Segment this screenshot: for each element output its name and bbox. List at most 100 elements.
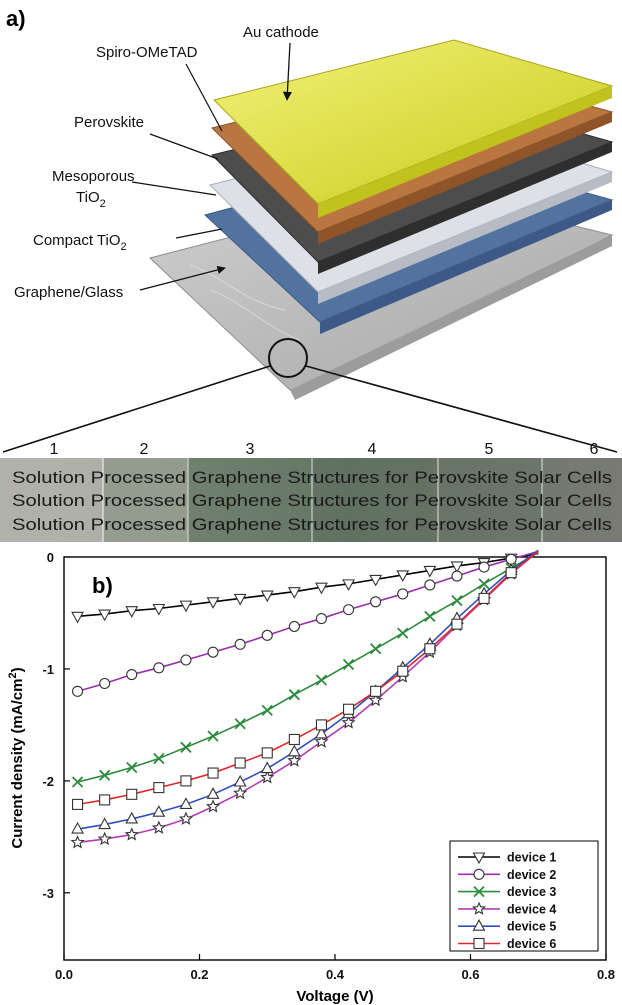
data-point [287, 753, 302, 767]
strip-text-line-1: Solution Processed Graphene Structures f… [12, 468, 612, 487]
data-point [315, 726, 328, 739]
legend-entry: device 3 [458, 885, 556, 899]
data-point [234, 757, 246, 769]
legend-marker [472, 919, 486, 931]
data-point [233, 785, 248, 800]
data-point [341, 715, 356, 729]
data-point [178, 811, 194, 825]
legend-label: device 4 [507, 902, 556, 916]
transparency-strip [0, 458, 622, 542]
data-point [99, 677, 111, 690]
strip-text-line-2: Solution Processed Graphene Structures f… [12, 491, 612, 510]
series-6 [72, 550, 539, 810]
data-point [397, 588, 409, 600]
data-point [342, 658, 355, 671]
data-point [315, 719, 328, 731]
data-point [180, 741, 192, 753]
series-1 [71, 552, 539, 624]
magnifier-circle [268, 338, 308, 378]
data-point [369, 574, 383, 587]
legend-marker [471, 901, 487, 915]
data-point [478, 578, 490, 590]
legend-label: device 6 [507, 937, 556, 951]
legend-marker [473, 937, 485, 950]
legend-label: device 3 [507, 885, 556, 899]
data-point [207, 646, 219, 658]
data-point [451, 595, 463, 607]
legend-label: device 5 [507, 920, 556, 934]
data-point [370, 596, 382, 608]
data-point [153, 782, 165, 794]
data-point [315, 582, 328, 595]
x-tick-label: 0.6 [461, 967, 479, 982]
data-point [505, 553, 517, 565]
data-point [287, 587, 301, 599]
legend-marker [473, 885, 485, 898]
data-point [125, 606, 139, 618]
data-point [261, 629, 273, 641]
data-point [478, 561, 490, 573]
legend-entry: device 6 [458, 937, 556, 951]
strip-numbers: 1 2 3 4 5 6 [50, 441, 599, 458]
legend-entry: device 2 [458, 868, 556, 882]
legend-marker [473, 868, 485, 880]
data-point [97, 831, 112, 846]
data-point [98, 817, 112, 830]
y-tick-label: 0 [47, 550, 54, 565]
data-point [315, 613, 328, 625]
strip-number-3: 3 [246, 441, 255, 458]
data-point [206, 787, 220, 799]
data-point [424, 579, 436, 591]
data-point [261, 747, 273, 759]
strip-number-6: 6 [590, 441, 599, 458]
strip-number-4: 4 [368, 441, 377, 458]
data-point [342, 703, 355, 715]
data-point [396, 570, 410, 583]
label-mesoporous: Mesoporous [52, 168, 135, 185]
label-spiro-ometad: Spiro-OMeTAD [96, 44, 198, 61]
data-point [370, 685, 382, 697]
data-point [451, 570, 463, 582]
label-perovskite: Perovskite [74, 114, 144, 131]
data-point [261, 704, 273, 717]
data-point [397, 627, 409, 639]
series-line [77, 551, 539, 783]
data-point [71, 821, 84, 834]
x-axis-label: Voltage (V) [296, 988, 373, 1005]
data-point [368, 692, 383, 707]
legend-label: device 2 [507, 868, 556, 882]
data-point [180, 775, 192, 787]
data-point [315, 674, 328, 686]
data-point [451, 618, 463, 630]
data-point [72, 685, 84, 697]
data-point [206, 597, 220, 609]
data-point [450, 561, 464, 574]
series-line [77, 552, 539, 618]
data-point [478, 592, 490, 604]
jv-chart: b) 0.0 0.2 0.4 0.6 0.8 0 -1 -2 -3 Voltage (V) Cu… [7, 549, 615, 1005]
data-point [153, 662, 165, 674]
data-point [179, 600, 193, 613]
strip-number-2: 2 [140, 441, 149, 458]
data-point [125, 811, 139, 824]
data-point [124, 827, 139, 841]
data-point [234, 718, 246, 730]
data-point [152, 805, 166, 817]
data-point [98, 609, 112, 622]
data-point [288, 620, 300, 632]
x-tick-label: 0.8 [597, 967, 615, 982]
label-mesoporous-tio2: TiO2 [76, 189, 106, 210]
data-point [288, 733, 300, 746]
strip-number-1: 1 [50, 441, 59, 458]
y-tick-label: -3 [42, 886, 54, 901]
data-point [260, 590, 274, 603]
data-point [126, 761, 138, 774]
panel-b-label: b) [92, 573, 113, 598]
x-tick-label: 0.4 [326, 967, 345, 982]
data-point [126, 668, 138, 681]
data-point [205, 799, 221, 813]
data-point [342, 579, 355, 592]
data-point [71, 611, 84, 624]
legend-entry: device 4 [458, 901, 556, 916]
